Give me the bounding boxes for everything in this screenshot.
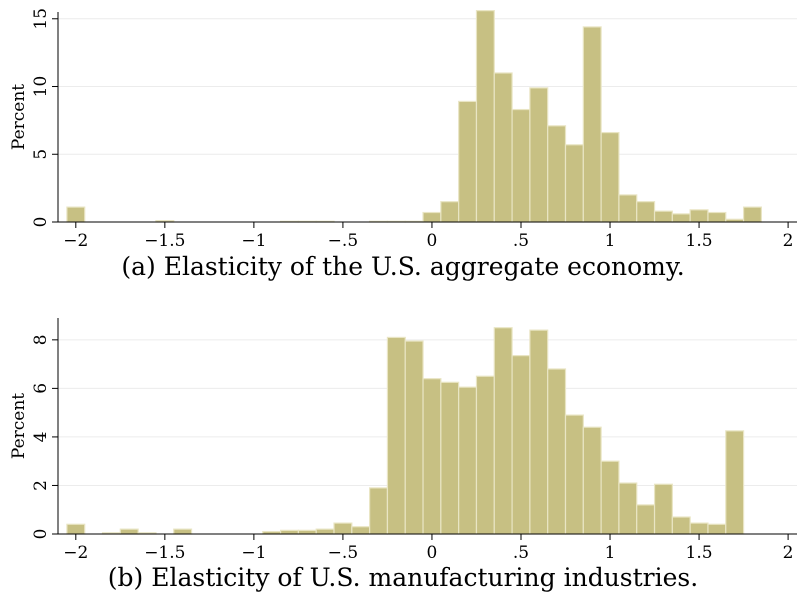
x-tick-label: −1.5 [144, 231, 185, 251]
x-tick-label: 2 [783, 543, 794, 563]
histogram-bar [119, 528, 139, 535]
y-tick-label: 6 [31, 383, 51, 394]
histogram-bar [66, 206, 86, 223]
histogram-bar [493, 72, 513, 223]
histogram-bar [618, 194, 638, 223]
histogram-bar [440, 201, 460, 223]
y-tick-label: 2 [31, 480, 51, 491]
histogram-bar [422, 378, 442, 535]
histogram-bar [671, 213, 691, 223]
y-tick-label: 10 [31, 76, 51, 98]
x-tick-label: −.5 [328, 231, 358, 251]
histogram-bar [297, 529, 317, 535]
histogram-bar [529, 329, 549, 535]
histogram-bar [689, 522, 709, 535]
histogram-bar [725, 430, 745, 535]
histogram-bar [493, 327, 513, 535]
histogram-bar [422, 211, 442, 223]
x-tick-label: 0 [427, 543, 438, 563]
histogram-bar [315, 528, 335, 535]
chart-caption: (b) Elasticity of U.S. manufacturing ind… [108, 563, 698, 592]
histogram-bar [582, 426, 602, 535]
x-tick-label: .5 [513, 231, 529, 251]
histogram-bar [66, 523, 86, 535]
histogram-bar [582, 26, 602, 223]
chart-panel-b: −2 −1.5 −1 −.5 0 .5 1 1.5 2 0 2 4 6 8 Percent (b) Elast… [9, 318, 797, 592]
histogram-bar [351, 526, 371, 535]
y-tick-label: 0 [31, 529, 51, 540]
histogram-bar [564, 144, 584, 223]
histogram-bar [689, 209, 709, 223]
histogram-bar [707, 523, 727, 535]
y-tick-label: 8 [31, 334, 51, 345]
histogram-bar [511, 108, 531, 223]
histogram-bar [511, 355, 531, 535]
x-tick-label: 1.5 [686, 543, 713, 563]
histogram-bar [636, 201, 656, 223]
x-tick-label: 1 [605, 231, 616, 251]
histogram-bar [547, 125, 567, 223]
x-tick-label: 1.5 [686, 231, 713, 251]
x-tick-label: −1.5 [144, 543, 185, 563]
histogram-bar [547, 368, 567, 535]
histogram-bar [653, 483, 673, 535]
histogram-bar [440, 381, 460, 535]
chart-panel-a: −2 −1.5 −1 −.5 0 .5 1 1.5 2 0 5 10 15 Percent (a) Elas… [9, 8, 797, 281]
x-tick-label: −2 [63, 231, 88, 251]
x-tick-label: .5 [513, 543, 529, 563]
histogram-bar [369, 487, 389, 535]
x-tick-label: 1 [605, 543, 616, 563]
histogram-bar [636, 504, 656, 535]
histogram-bar [600, 460, 620, 535]
histogram-bar [475, 375, 495, 535]
histogram-bar [707, 211, 727, 223]
histogram-bar [458, 100, 478, 223]
y-tick-label: 15 [31, 8, 51, 30]
x-tick-label: −2 [63, 543, 88, 563]
histogram-bar [653, 210, 673, 223]
histogram-bar [386, 336, 406, 535]
histogram-bar [173, 528, 193, 535]
x-tick-label: −.5 [328, 543, 358, 563]
histogram-bar [458, 386, 478, 535]
histogram-bar [671, 516, 691, 535]
histogram-bar [618, 482, 638, 535]
x-tick-label: 2 [783, 231, 794, 251]
histogram-bar [564, 414, 584, 535]
y-tick-label: 0 [31, 217, 51, 228]
histogram-bar [279, 529, 299, 535]
y-tick-label: 4 [31, 432, 51, 443]
y-axis-title: Percent [9, 393, 29, 459]
histogram-bar [529, 87, 549, 223]
histogram-bar [333, 522, 353, 535]
x-tick-label: −1 [241, 543, 266, 563]
histogram-bar [742, 206, 762, 223]
y-axis-title: Percent [9, 84, 29, 150]
histogram-bar [600, 131, 620, 223]
x-tick-label: −1 [241, 231, 266, 251]
histogram-bar [475, 10, 495, 223]
histogram-bar [404, 340, 424, 535]
chart-caption: (a) Elasticity of the U.S. aggregate eco… [121, 252, 684, 281]
x-tick-label: 0 [427, 231, 438, 251]
y-tick-label: 5 [31, 149, 51, 160]
